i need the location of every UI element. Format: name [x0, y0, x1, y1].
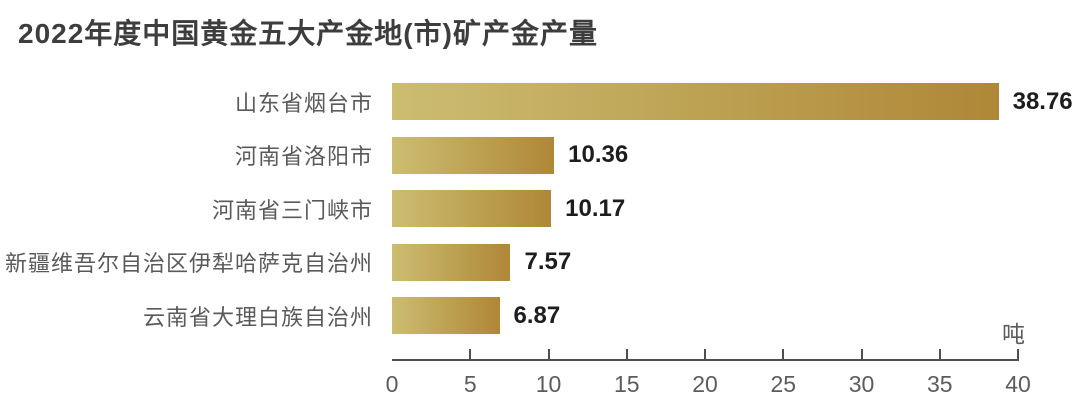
x-axis-tick-label: 25: [770, 371, 797, 397]
x-axis-tick: [938, 349, 941, 361]
bar: [392, 190, 552, 227]
x-axis-tick: [547, 349, 550, 361]
bar-track: 10.17: [392, 190, 1018, 227]
value-label: 6.87: [513, 301, 561, 329]
category-label: 山东省烟台市: [234, 90, 373, 116]
bar-track: 38.76: [392, 83, 1073, 120]
bar-row: 河南省三门峡市 10.17: [0, 190, 1080, 227]
category-label: 新疆维吾尔自治区伊犁哈萨克自治州: [4, 251, 373, 276]
value-label: 10.36: [568, 141, 629, 168]
bar-rows: 山东省烟台市 38.76 河南省洛阳市 10.36 河南省三门峡市 10.17 新疆维吾尔自…: [0, 83, 1080, 351]
bar-row: 山东省烟台市 38.76: [0, 83, 1080, 120]
bar-track: 6.87: [392, 297, 1018, 334]
bar-row: 云南省大理白族自治州 6.87: [0, 297, 1080, 334]
x-axis-tick: [469, 349, 472, 361]
bar-track: 7.57: [392, 243, 1018, 281]
x-axis-tick-label: 20: [692, 371, 718, 397]
bar: [392, 297, 500, 334]
bar: [392, 83, 999, 120]
bar: [392, 136, 555, 174]
x-axis-tick: [625, 349, 628, 361]
x-axis-tick-label: 0: [385, 371, 399, 397]
value-label: 10.17: [565, 194, 626, 222]
x-axis-tick: [782, 349, 785, 361]
unit-label: 吨: [1002, 321, 1025, 347]
x-axis-tick-label: 15: [613, 371, 640, 397]
x-axis-tick: [860, 349, 863, 361]
bar-row: 河南省洛阳市 10.36: [0, 136, 1080, 174]
x-axis-tick-label: 5: [463, 371, 477, 397]
chart-title: 2022年度中国黄金五大产金地(市)矿产金产量: [18, 18, 598, 49]
x-axis-tick-label: 40: [1005, 371, 1031, 397]
category-label: 河南省三门峡市: [211, 197, 373, 223]
category-label: 河南省洛阳市: [234, 144, 373, 169]
x-axis: [392, 349, 1019, 361]
x-axis-tick-label: 35: [926, 371, 953, 397]
category-label: 云南省大理白族自治州: [142, 304, 373, 330]
x-axis-tick-labels: 0 5 10 15 20 25 30 35 40: [386, 371, 1031, 401]
x-axis-tick: [704, 349, 706, 361]
bar-row: 新疆维吾尔自治区伊犁哈萨克自治州 7.57: [0, 243, 1080, 281]
value-label: 38.76: [1012, 87, 1073, 115]
x-axis-tick-label: 30: [848, 371, 875, 397]
x-axis-tick-label: 10: [535, 371, 562, 397]
bar: [392, 243, 511, 281]
bar-track: 10.36: [392, 136, 1018, 174]
value-label: 7.57: [524, 248, 572, 275]
x-axis-tick: [1017, 349, 1019, 361]
